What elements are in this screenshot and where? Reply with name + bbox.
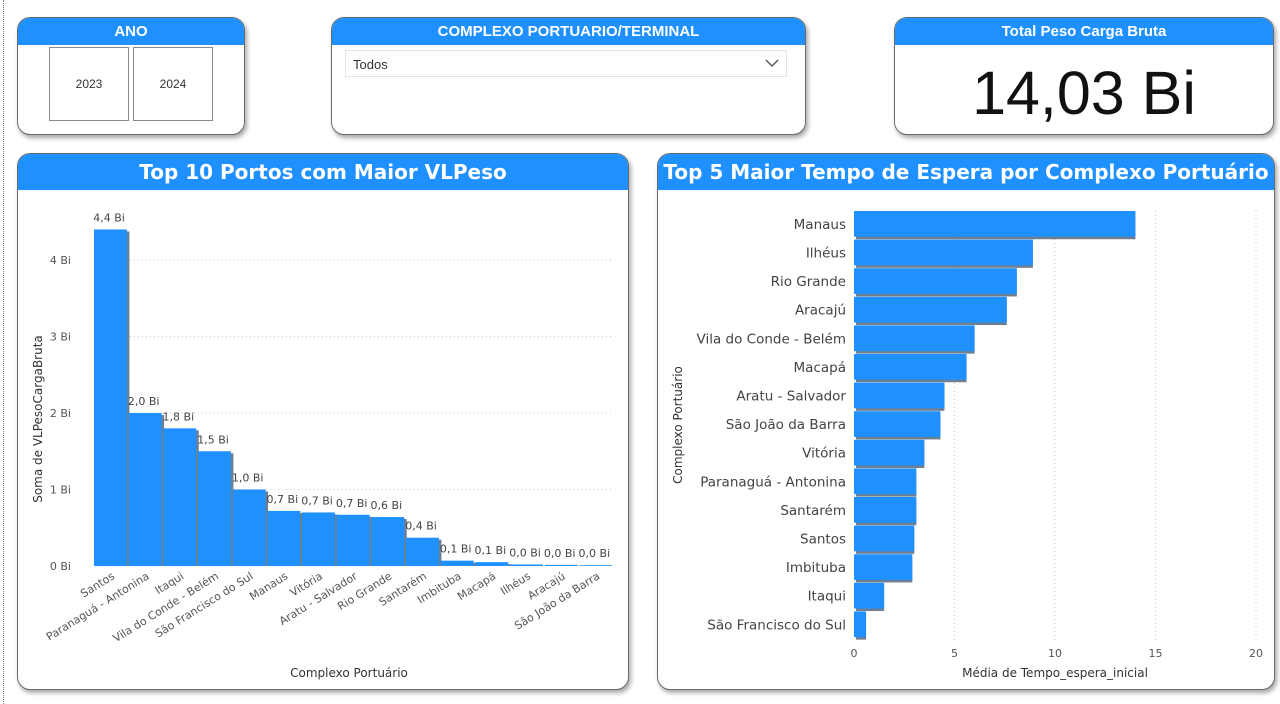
data-label: 0,6 Bi — [371, 499, 403, 512]
bar[interactable] — [336, 514, 370, 566]
bar[interactable] — [163, 428, 197, 566]
y-tick-label: São João da Barra — [726, 417, 846, 433]
data-label: 4,4 Bi — [93, 211, 125, 224]
x-tick-label: Manaus — [247, 569, 290, 603]
bar[interactable] — [854, 439, 925, 466]
data-label: 0,0 Bi — [509, 546, 541, 559]
x-axis-title: Média de Tempo_espera_inicial — [962, 666, 1148, 680]
y-tick-label: 4 Bi — [50, 254, 71, 267]
y-tick-label: 1 Bi — [50, 484, 71, 497]
y-tick-label: Aracajú — [795, 303, 846, 319]
bar[interactable] — [854, 582, 885, 609]
bar[interactable] — [854, 468, 917, 495]
chart-tempo-espera-plot: 0 5 10 15 20 Manaus Ilhéus Rio Grande Aracajú Vil… — [671, 211, 1263, 680]
bar[interactable] — [544, 564, 578, 566]
kpi-title: Total Peso Carga Bruta — [895, 18, 1273, 45]
y-tick-label: Macapá — [794, 360, 846, 376]
y-tick-label: Vila do Conde - Belém — [697, 331, 846, 347]
data-label: 0,7 Bi — [267, 493, 299, 506]
x-tick-label: 0 — [851, 647, 858, 660]
y-tick-label: Itaqui — [808, 589, 846, 605]
y-tick-label: 2 Bi — [50, 407, 71, 420]
y-tick-label: Aratu - Salvador — [736, 388, 846, 404]
x-tick-label: 10 — [1048, 647, 1062, 660]
x-axis-title: Complexo Portuário — [290, 666, 408, 680]
y-tick-label: 3 Bi — [50, 331, 71, 344]
y-tick-label: Ilhéus — [806, 245, 846, 261]
data-label: 0,7 Bi — [336, 497, 368, 510]
bar[interactable] — [854, 525, 915, 552]
chart-tempo-espera: Top 5 Maior Tempo de Espera por Complexo… — [657, 153, 1275, 690]
data-label: 1,8 Bi — [163, 410, 195, 423]
y-axis-title: Soma de VLPesoCargaBruta — [31, 335, 45, 503]
complexo-slicer: COMPLEXO PORTUARIO/TERMINAL Todos — [331, 17, 806, 135]
data-label: 2,0 Bi — [128, 395, 160, 408]
bar[interactable] — [854, 497, 917, 523]
page-edge-divider — [3, 0, 4, 704]
chart-top-portos-title: Top 10 Portos com Maior VLPeso — [18, 154, 628, 190]
data-label: 0,0 Bi — [544, 547, 576, 560]
bar[interactable] — [510, 564, 543, 566]
bar[interactable] — [475, 562, 509, 566]
bar[interactable] — [854, 611, 867, 638]
data-label: 0,4 Bi — [405, 520, 437, 533]
x-tick-label: Macapá — [455, 570, 498, 604]
bar[interactable] — [267, 510, 301, 566]
complexo-dropdown[interactable]: Todos — [345, 50, 787, 77]
bar[interactable] — [854, 211, 1136, 237]
year-slicer: ANO 2023 2024 — [17, 17, 245, 135]
chevron-down-icon[interactable] — [764, 55, 780, 71]
bar[interactable] — [854, 382, 945, 409]
y-tick-label: 0 Bi — [50, 560, 71, 573]
data-label: 0,0 Bi — [579, 547, 611, 560]
bar[interactable] — [302, 512, 335, 566]
y-tick-label: Paranaguá - Antonina — [700, 474, 846, 490]
x-tick-label: 15 — [1149, 647, 1163, 660]
year-slicer-title: ANO — [18, 18, 244, 45]
complexo-slicer-title: COMPLEXO PORTUARIO/TERMINAL — [332, 18, 805, 45]
bar[interactable] — [854, 296, 1007, 323]
data-label: 0,7 Bi — [301, 494, 333, 507]
x-tick-label: 5 — [951, 647, 958, 660]
bar[interactable] — [579, 565, 613, 566]
y-tick-label: Imbituba — [786, 560, 846, 576]
bar[interactable] — [854, 354, 967, 380]
chart-tempo-espera-title: Top 5 Maior Tempo de Espera por Complexo… — [658, 154, 1274, 190]
bar[interactable] — [854, 325, 975, 352]
year-option-2023[interactable]: 2023 — [49, 47, 129, 121]
data-label: 0,1 Bi — [475, 544, 507, 557]
y-tick-label: Rio Grande — [771, 274, 846, 290]
year-option-2024[interactable]: 2024 — [133, 47, 213, 121]
bar[interactable] — [406, 537, 439, 566]
bar[interactable] — [854, 239, 1033, 266]
chart-top-portos: Top 10 Portos com Maior VLPeso 0 Bi 1 Bi 2… — [17, 153, 629, 690]
bar[interactable] — [854, 268, 1017, 294]
bar[interactable] — [440, 560, 474, 566]
complexo-dropdown-value: Todos — [353, 57, 388, 72]
data-label: 1,5 Bi — [197, 433, 229, 446]
data-label: 1,0 Bi — [232, 472, 264, 485]
bar[interactable] — [128, 413, 162, 566]
y-tick-label: Vitória — [802, 446, 846, 462]
y-tick-label: São Francisco do Sul — [707, 617, 846, 633]
bar[interactable] — [854, 411, 941, 437]
bar[interactable] — [232, 489, 266, 566]
kpi-value: 14,03 Bi — [972, 59, 1196, 127]
bar[interactable] — [371, 517, 405, 566]
y-tick-label: Santarém — [780, 503, 846, 519]
x-tick-label: 20 — [1249, 647, 1263, 660]
bar[interactable] — [198, 451, 231, 566]
y-axis-title: Complexo Portuário — [671, 366, 685, 484]
bar[interactable] — [854, 554, 913, 580]
bar[interactable] — [94, 229, 127, 566]
y-tick-label: Santos — [800, 531, 846, 547]
data-label: 0,1 Bi — [440, 543, 472, 556]
y-tick-label: Manaus — [794, 217, 846, 233]
kpi-card: Total Peso Carga Bruta 14,03 Bi — [894, 17, 1274, 135]
